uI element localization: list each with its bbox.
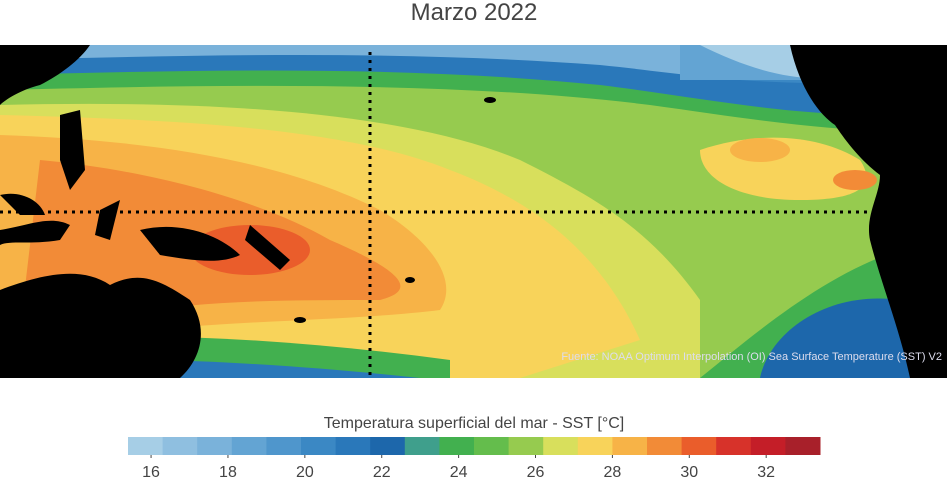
- colorbar-tick-label: 28: [604, 464, 622, 480]
- map-title: Marzo 2022: [411, 0, 538, 26]
- colorbar-bin: [716, 437, 752, 455]
- colorbar-label: Temperatura superficial del mar - SST [°…: [324, 415, 624, 432]
- colorbar-bin: [577, 437, 613, 455]
- colorbar-bin: [681, 437, 717, 455]
- colorbar-bin: [647, 437, 683, 455]
- colorbar-tick-label: 24: [450, 464, 468, 480]
- colorbar-bin: [266, 437, 302, 455]
- colorbar-bin: [404, 437, 440, 455]
- colorbar-tick-label: 22: [373, 464, 391, 480]
- land: [0, 45, 947, 378]
- colorbar-bin: [370, 437, 406, 455]
- colorbar-tick-label: 20: [296, 464, 314, 480]
- colorbar-bin: [162, 437, 198, 455]
- colorbar-bin: [128, 437, 164, 455]
- colorbar-bin: [508, 437, 544, 455]
- sst-map: Fuente: NOAA Optimum Interpolation (OI) …: [0, 45, 947, 378]
- colorbar: 16 18 20 22 24 26 28 30 32: [128, 437, 821, 480]
- colorbar-tick-label: 18: [219, 464, 237, 480]
- colorbar-bin: [231, 437, 267, 455]
- colorbar-bin: [335, 437, 371, 455]
- colorbar-tick-label: 30: [680, 464, 698, 480]
- source-note: Fuente: NOAA Optimum Interpolation (OI) …: [561, 351, 942, 363]
- colorbar-bin: [785, 437, 821, 455]
- colorbar-bin: [439, 437, 475, 455]
- colorbar-bin: [543, 437, 579, 455]
- colorbar-bin: [197, 437, 233, 455]
- colorbar-bin: [750, 437, 786, 455]
- colorbar-tick-label: 26: [527, 464, 545, 480]
- colorbar-bin: [612, 437, 648, 455]
- colorbar-bin: [474, 437, 510, 455]
- colorbar-tick-label: 32: [757, 464, 775, 480]
- colorbar-tick-label: 16: [142, 464, 160, 480]
- colorbar-bin: [301, 437, 337, 455]
